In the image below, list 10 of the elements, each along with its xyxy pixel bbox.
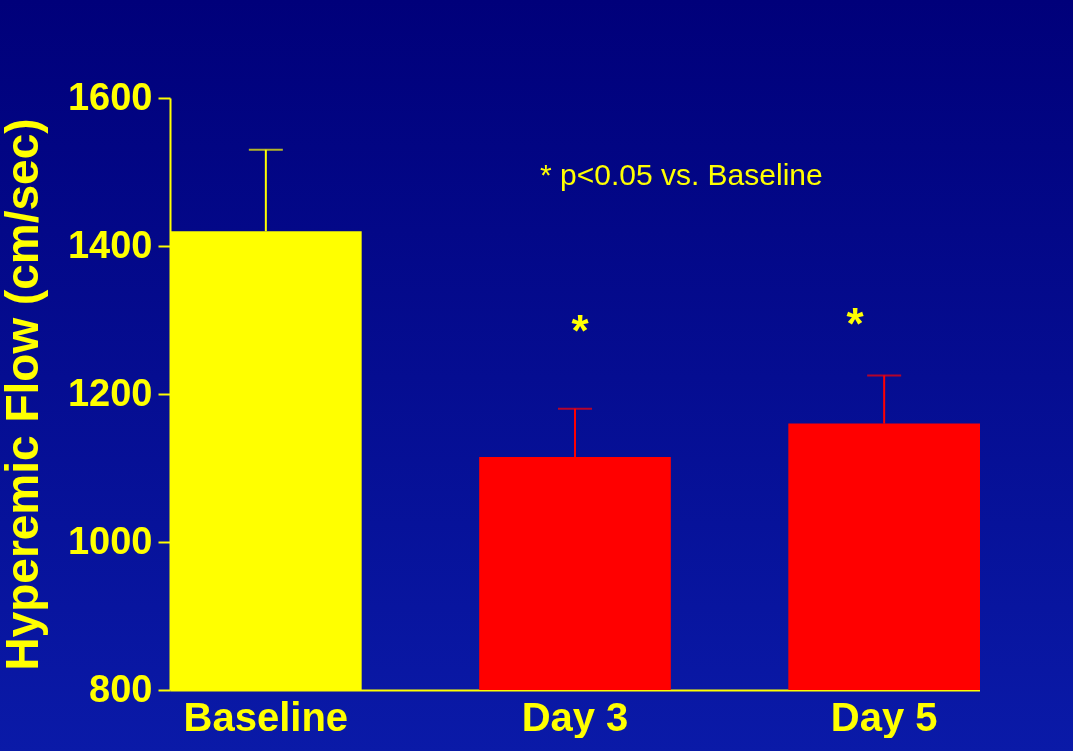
annotation: *	[571, 306, 590, 355]
y-tick-label: 800	[89, 667, 153, 710]
annotation: * p<0.05 vs. Baseline	[540, 158, 823, 191]
x-tick-label: Baseline	[183, 694, 349, 739]
y-axis-title: Hyperemic Flow (cm/sec)	[0, 118, 48, 671]
y-tick-label: 1400	[67, 223, 153, 266]
y-tick-label: 1600	[67, 75, 153, 118]
y-tick-label: 1200	[67, 371, 153, 414]
y-tick-label: 1000	[67, 519, 153, 562]
annotation: *	[846, 299, 865, 348]
